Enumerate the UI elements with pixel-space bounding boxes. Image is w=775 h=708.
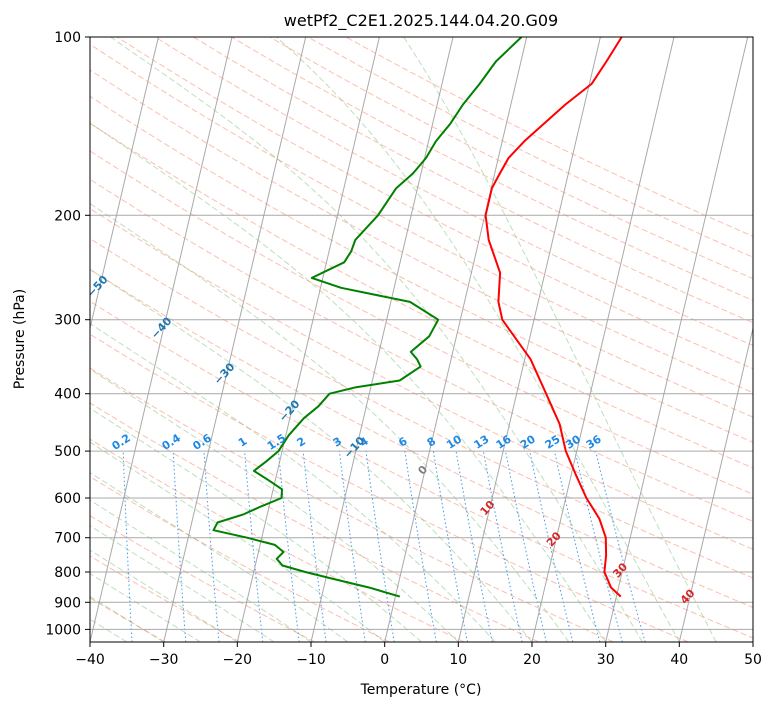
dry-adiabat	[307, 37, 753, 258]
mixing-ratio-line	[244, 451, 264, 642]
dry-adiabat	[90, 237, 753, 579]
y-tick-label: 900	[54, 595, 81, 611]
moist-adiabat	[90, 268, 533, 642]
dry-adiabat	[90, 150, 753, 495]
dewpoint-profile	[212, 37, 523, 598]
dry-adiabat	[345, 37, 753, 237]
x-tick-label: 40	[670, 652, 688, 668]
x-tick-label: 0	[380, 652, 389, 668]
x-tick-label: −20	[223, 652, 253, 668]
dry-adiabat	[90, 367, 614, 642]
chart-title: wetPf2_C2E1.2025.144.04.20.G09	[284, 11, 558, 31]
mixing-ratio-line	[338, 451, 366, 642]
y-tick-label: 800	[54, 565, 81, 581]
dry-adiabat	[90, 208, 753, 550]
y-tick-label: 700	[54, 531, 81, 547]
isotherm-gridline	[605, 37, 749, 642]
mixing-ratio-line	[505, 451, 547, 642]
moist-adiabat	[90, 368, 459, 642]
dry-adiabat	[90, 402, 540, 642]
isotherm-gridline	[457, 37, 601, 642]
pressure-gridlines	[90, 37, 753, 630]
dry-adiabat	[193, 37, 753, 324]
x-tick-label: 20	[523, 652, 541, 668]
mixing-ratio-line	[302, 451, 327, 642]
dry-adiabat	[90, 268, 753, 608]
moist-adiabat	[90, 471, 349, 642]
dry-adiabat	[116, 37, 753, 370]
plot-frame	[89, 36, 754, 643]
isotherm-gridline	[90, 37, 233, 642]
mixing-ratio-line	[455, 451, 493, 642]
mixing-ratio-line	[365, 451, 395, 642]
x-tick-label: −10	[296, 652, 326, 668]
isotherm-gridline	[163, 37, 307, 642]
sounding-series	[212, 37, 623, 598]
moist-adiabat	[90, 441, 386, 642]
y-tick-label: 200	[54, 208, 81, 224]
y-tick-label: 400	[54, 387, 81, 403]
moist-adiabats	[90, 37, 717, 642]
moist-adiabat	[90, 525, 275, 642]
x-tick-label: 10	[449, 652, 467, 668]
y-axis-label: Pressure (hPa)	[12, 289, 28, 389]
axes: −40 −30 −20 −10 0 10 20 30 40 50 100 200 300 400 500 60…	[45, 30, 762, 668]
isotherm-gridline	[678, 326, 753, 642]
y-tick-label: 600	[54, 491, 81, 507]
dry-adiabat	[90, 43, 753, 394]
x-tick-label: −30	[149, 652, 179, 668]
dry-adiabat	[90, 178, 753, 522]
moist-adiabat	[90, 407, 422, 642]
isotherm-gridline	[90, 37, 159, 331]
moist-adiabat	[90, 322, 496, 642]
y-tick-label: 100	[54, 30, 81, 46]
mixing-ratio-line	[482, 451, 523, 642]
dry-adiabat	[90, 69, 753, 418]
temperature-profile	[484, 37, 623, 598]
dry-adiabats	[90, 37, 753, 642]
moist-adiabat	[110, 37, 643, 642]
dry-adiabat	[90, 333, 689, 642]
dry-adiabat	[90, 122, 753, 469]
x-tick-label: 30	[597, 652, 615, 668]
moist-adiabat	[403, 37, 717, 642]
mixing-ratio-line	[203, 451, 220, 642]
moist-adiabat	[275, 37, 680, 642]
y-tick-label: 500	[54, 444, 81, 460]
x-tick-label: −40	[75, 652, 105, 668]
x-tick-label: 50	[744, 652, 762, 668]
isotherm-gridline	[531, 37, 675, 642]
isotherm-gridline	[310, 37, 454, 642]
x-axis-label: Temperature (°C)	[360, 682, 482, 698]
mixing-ratio-line	[529, 451, 574, 642]
y-tick-label: 1000	[45, 622, 81, 638]
mixing-ratio-line	[554, 450, 601, 642]
dry-adiabat	[90, 515, 315, 642]
plot-area: 0.10.20.40.611.52346810131620253036−100−…	[90, 37, 753, 642]
moist-adiabat	[90, 122, 607, 642]
dry-adiabat	[231, 37, 753, 301]
isotherm-gridline	[384, 37, 528, 642]
y-tick-label: 300	[54, 313, 81, 329]
moist-adiabat	[90, 202, 570, 642]
